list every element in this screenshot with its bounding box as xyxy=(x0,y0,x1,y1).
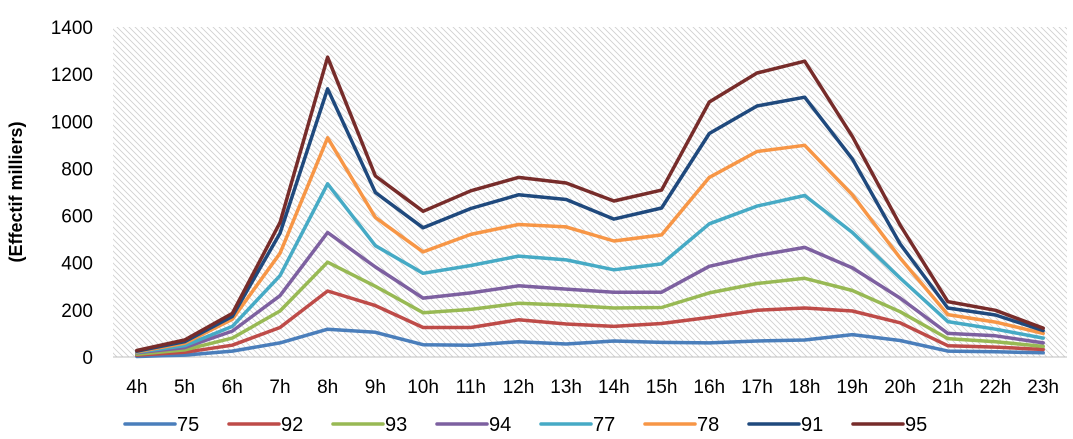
x-tick-label: 15h xyxy=(646,377,678,398)
x-tick-label: 13h xyxy=(550,377,582,398)
x-tick-label: 11h xyxy=(456,377,486,398)
x-tick-label: 20h xyxy=(884,377,916,398)
series-line-91 xyxy=(135,87,1045,353)
x-tick-label: 9h xyxy=(365,377,386,398)
legend-label: 92 xyxy=(281,414,303,436)
x-tick-label: 4h xyxy=(126,377,147,398)
x-tick-label: 18h xyxy=(789,377,821,398)
x-tick-label: 16h xyxy=(693,377,725,398)
series-line-93 xyxy=(135,260,1045,356)
y-axis-label: (Effectif milliers) xyxy=(6,121,26,262)
x-tick-label: 21h xyxy=(932,377,964,398)
legend: 75 92 93 94 77 78 91 95 xyxy=(123,414,927,436)
y-tick-label: 800 xyxy=(61,159,93,180)
x-tick-label: 7h xyxy=(269,377,290,398)
x-tick-label: 6h xyxy=(222,377,243,398)
x-tick-label: 23h xyxy=(1027,377,1059,398)
x-tick-label: 8h xyxy=(317,377,338,398)
x-tick-label: 14h xyxy=(598,377,630,398)
series-line-95 xyxy=(135,55,1045,353)
x-tick-label: 19h xyxy=(836,377,868,398)
y-tick-label: 600 xyxy=(61,207,93,228)
legend-label: 93 xyxy=(385,414,407,436)
y-tick-label: 0 xyxy=(82,348,93,369)
y-tick-label: 1200 xyxy=(51,65,93,86)
y-tick-label: 1400 xyxy=(51,18,93,39)
legend-label: 78 xyxy=(697,414,719,436)
legend-label: 91 xyxy=(801,414,823,436)
legend-label: 77 xyxy=(593,414,615,436)
series-line-77 xyxy=(135,182,1045,355)
x-tick-label: 5h xyxy=(174,377,195,398)
series-line-94 xyxy=(135,230,1045,355)
series-line-92 xyxy=(135,289,1045,357)
legend-label: 95 xyxy=(905,414,927,436)
x-tick-label: 22h xyxy=(980,377,1012,398)
x-tick-label: 10h xyxy=(407,377,439,398)
y-tick-label: 400 xyxy=(61,254,93,275)
legend-label: 75 xyxy=(177,414,199,436)
series-line-78 xyxy=(135,136,1045,354)
series-line-75 xyxy=(135,327,1045,359)
x-tick-label: 12h xyxy=(503,377,535,398)
legend-label: 94 xyxy=(489,414,511,436)
y-tick-label: 1000 xyxy=(51,112,93,133)
y-tick-label: 200 xyxy=(61,301,93,322)
x-tick-label: 17h xyxy=(741,377,773,398)
